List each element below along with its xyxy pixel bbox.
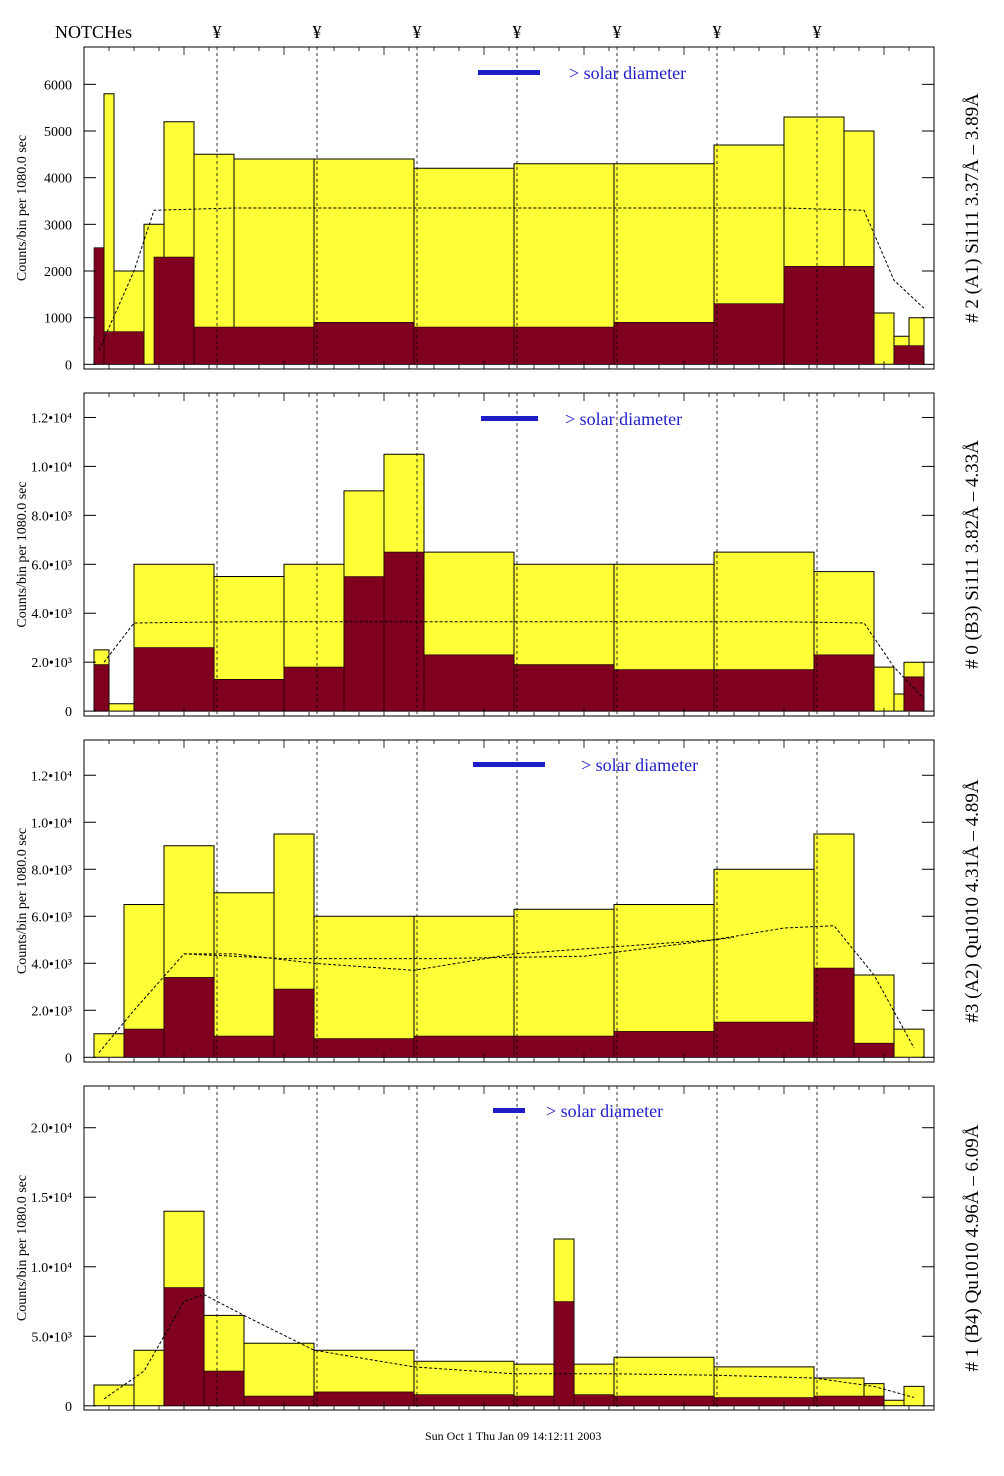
notch-symbol-4: ¥ bbox=[513, 22, 522, 42]
notch-symbols: ¥ ¥ ¥ ¥ ¥ ¥ ¥ bbox=[213, 22, 822, 42]
y-tick-label: 8.0•10³ bbox=[31, 509, 72, 524]
notch-symbol-1: ¥ bbox=[213, 22, 222, 42]
notch-symbol-2: ¥ bbox=[313, 22, 322, 42]
y-tick-label: 4.0•10³ bbox=[31, 607, 72, 622]
y-axis-label: Counts/bin per 1080.0 sec bbox=[15, 828, 30, 974]
y-tick-label: 1.2•10⁴ bbox=[31, 769, 72, 784]
panel-2: 0 2.0•10³ 4.0•10³ 6.0•10³ 8.0•10³ 1.0•10⁴ 1.2•… bbox=[15, 392, 983, 720]
notch-symbol-6: ¥ bbox=[713, 22, 722, 42]
y-tick-label: 1.0•10⁴ bbox=[31, 1261, 72, 1276]
y-tick-label: 2000 bbox=[44, 265, 72, 280]
panel-title: # 2 (A1) Si111 3.37Å – 3.89Å bbox=[962, 93, 983, 323]
notches-label: NOTCHes bbox=[55, 22, 132, 42]
y-axis-label: Counts/bin per 1080.0 sec bbox=[15, 481, 30, 627]
panel-title: #3 (A2) Qu1010 4.31Å – 4.89Å bbox=[962, 779, 983, 1023]
panel-4: 0 5.0•10³ 1.0•10⁴ 1.5•10⁴ 2.0•10⁴ Counts/bin … bbox=[15, 1085, 983, 1415]
panels: 0 1000 2000 3000 4000 5000 6000 Counts/bin per … bbox=[15, 46, 983, 1415]
y-tick-label: 5000 bbox=[44, 125, 72, 140]
panel-1: 0 1000 2000 3000 4000 5000 6000 Counts/bin per … bbox=[15, 46, 983, 373]
notch-symbol-5: ¥ bbox=[613, 22, 622, 42]
solar-diameter-label: > solar diameter bbox=[569, 63, 686, 83]
inner-histogram bbox=[123, 967, 895, 1058]
y-tick-label: 5.0•10³ bbox=[31, 1330, 72, 1345]
y-tick-label: 2.0•10³ bbox=[31, 656, 72, 671]
outer-histogram bbox=[93, 93, 925, 365]
y-tick-label: 1.5•10⁴ bbox=[31, 1191, 72, 1206]
solar-diameter-label: > solar diameter bbox=[565, 409, 682, 429]
y-axis-label: Counts/bin per 1080.0 sec bbox=[15, 135, 30, 281]
y-tick-label: 2.0•10⁴ bbox=[31, 1122, 72, 1137]
notch-symbol-3: ¥ bbox=[413, 22, 422, 42]
y-tick-label: 6000 bbox=[44, 78, 72, 93]
y-tick-label: 0 bbox=[65, 358, 72, 373]
timestamp-footer: Sun Oct 1 Thu Jan 09 14:12:11 2003 bbox=[425, 1429, 601, 1443]
model-curve bbox=[103, 621, 925, 700]
notch-symbol-7: ¥ bbox=[813, 22, 822, 42]
y-tick-label: 0 bbox=[65, 1051, 72, 1066]
solar-diameter-bar bbox=[481, 416, 538, 421]
solar-diameter-bar bbox=[473, 762, 545, 767]
inner-histogram bbox=[163, 1287, 885, 1407]
model-curve bbox=[98, 207, 925, 351]
y-tick-label: 2.0•10³ bbox=[31, 1004, 72, 1019]
panel-title: # 0 (B3) Si111 3.82Å – 4.33Å bbox=[962, 440, 983, 669]
notches-header: NOTCHes ¥ ¥ ¥ ¥ ¥ ¥ ¥ bbox=[55, 22, 822, 42]
inner-histogram bbox=[93, 551, 925, 712]
y-tick-label: 8.0•10³ bbox=[31, 863, 72, 878]
y-tick-label: 0 bbox=[65, 705, 72, 720]
y-tick-label: 1.0•10⁴ bbox=[31, 460, 72, 475]
solar-diameter-label: > solar diameter bbox=[581, 755, 698, 775]
y-tick-label: 1000 bbox=[44, 312, 72, 327]
y-tick-label: 6.0•10³ bbox=[31, 558, 72, 573]
model-curve-secondary bbox=[183, 936, 735, 960]
y-tick-label: 3000 bbox=[44, 218, 72, 233]
y-tick-label: 6.0•10³ bbox=[31, 910, 72, 925]
solar-diameter-bar bbox=[493, 1108, 525, 1113]
solar-diameter-label: > solar diameter bbox=[546, 1101, 663, 1121]
y-tick-label: 1.2•10⁴ bbox=[31, 411, 72, 426]
y-tick-label: 1.0•10⁴ bbox=[31, 816, 72, 831]
y-tick-label: 0 bbox=[65, 1400, 72, 1415]
inner-histogram bbox=[93, 247, 925, 365]
y-axis-label: Counts/bin per 1080.0 sec bbox=[15, 1175, 30, 1321]
y-tick-label: 4000 bbox=[44, 172, 72, 187]
panel-title: # 1 (B4) Qu1010 4.96Å – 6.09Å bbox=[962, 1124, 983, 1371]
solar-diameter-bar bbox=[478, 70, 540, 75]
model-curve bbox=[103, 1294, 915, 1400]
y-tick-label: 4.0•10³ bbox=[31, 957, 72, 972]
panel-3: 0 2.0•10³ 4.0•10³ 6.0•10³ 8.0•10³ 1.0•10⁴ 1.2•… bbox=[15, 739, 983, 1066]
